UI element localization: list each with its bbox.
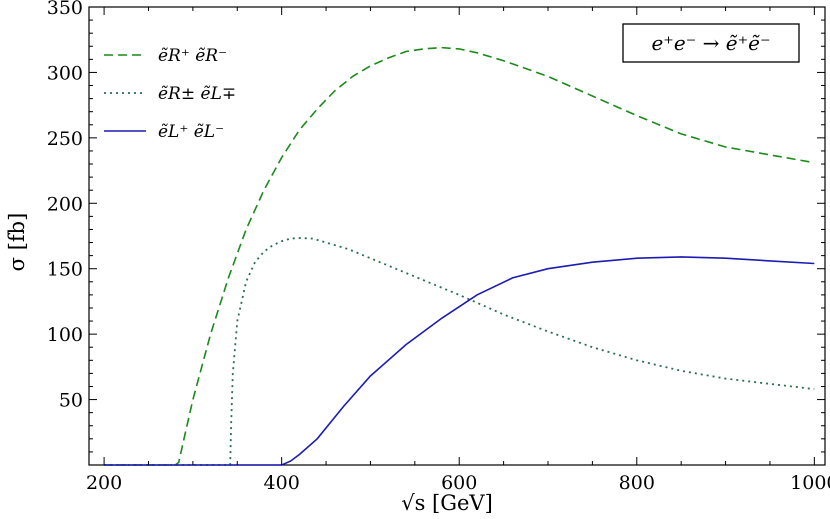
x-tick-label: 600: [441, 472, 477, 494]
x-tick-label: 200: [86, 472, 122, 494]
axis-ticks: 200 400 600 800 1000 50 100 150 200 250 300 350: [47, 0, 830, 494]
plot-frame: [88, 6, 826, 466]
series-lines: [104, 46, 815, 466]
series-line-3: [104, 256, 815, 466]
annotation-box: [622, 23, 800, 63]
legend-label-3: ẽL⁺ ẽL⁻: [158, 122, 224, 142]
legend-label-2: ẽR± ẽL∓: [158, 84, 236, 104]
y-tick-label: 250: [47, 128, 83, 150]
x-tick-label: 1000: [790, 472, 830, 494]
y-tick-label: 350: [47, 0, 83, 19]
x-tick-label: 400: [264, 472, 300, 494]
y-tick-label: 200: [47, 193, 83, 215]
y-axis-label: σ [fb]: [5, 213, 29, 272]
plot-area: [88, 6, 826, 466]
y-tick-label: 50: [59, 390, 83, 412]
series-line-1: [104, 46, 815, 466]
legend-label-1: ẽR⁺ ẽR⁻: [158, 46, 227, 66]
y-tick-label: 300: [47, 62, 83, 84]
process-annotation: e⁺e⁻ → ẽ⁺ẽ⁻: [622, 23, 800, 63]
y-tick-label: 150: [47, 259, 83, 281]
y-tick-label: 100: [47, 324, 83, 346]
x-tick-label: 800: [619, 472, 655, 494]
legend: ẽR⁺ ẽR⁻ ẽR± ẽL∓ ẽL⁺ ẽL⁻: [104, 46, 236, 142]
series-line-2: [104, 237, 815, 466]
annotation-text: e⁺e⁻ → ẽ⁺ẽ⁻: [651, 31, 770, 55]
x-axis-label: √s [GeV]: [401, 491, 493, 515]
